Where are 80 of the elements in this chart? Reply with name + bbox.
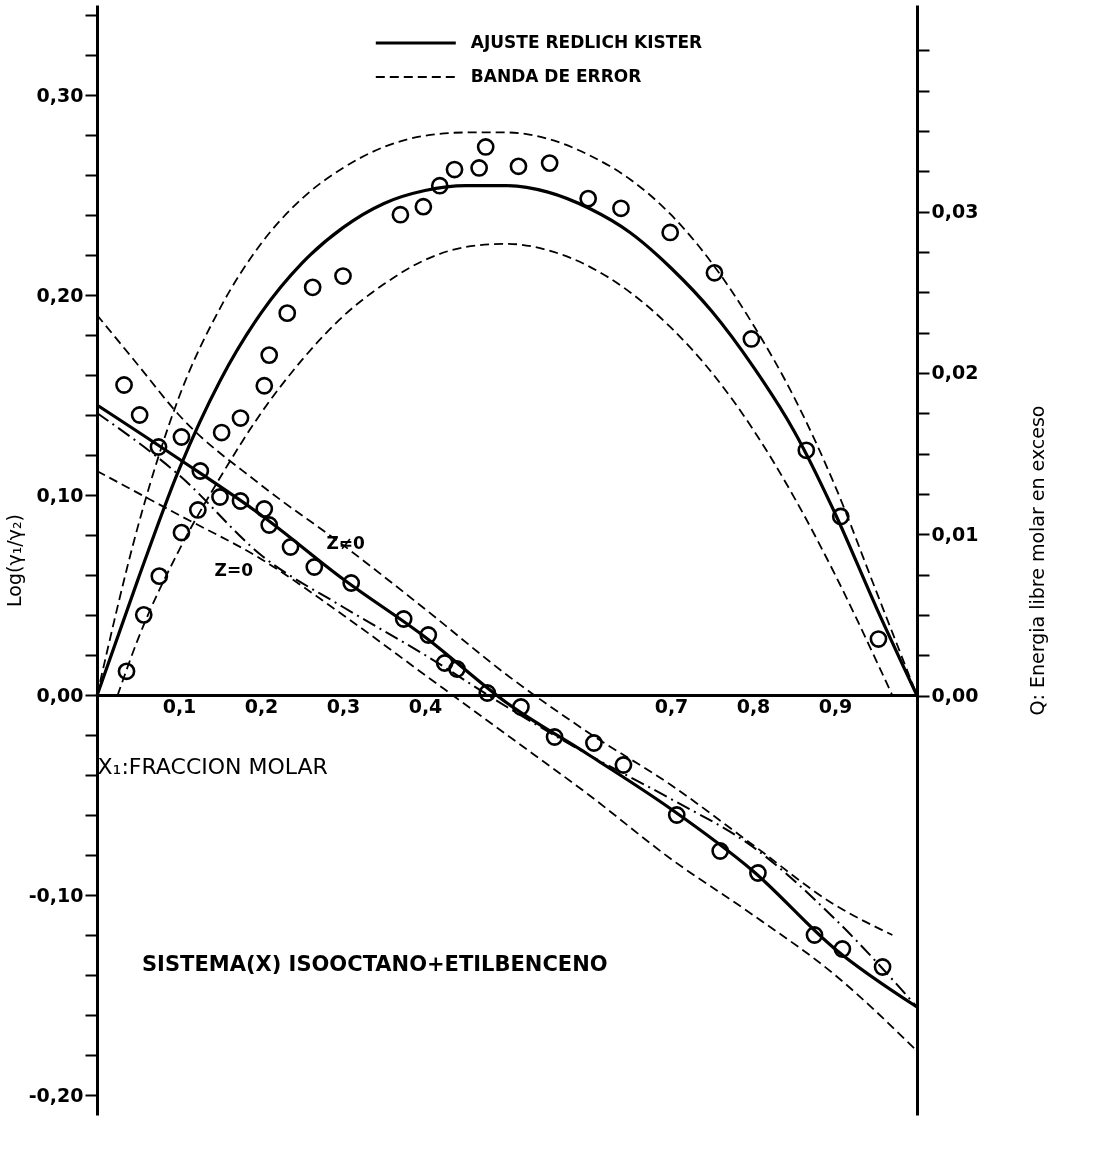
- point: [540, 154, 559, 172]
- text: SISTEMA(X) ISOOCTANO+ETILBENCENO: [142, 952, 608, 977]
- annotation: Z=0: [214, 560, 254, 580]
- y2-axis-title: Q: Energia libre molar en exceso: [1026, 405, 1049, 716]
- point: [149, 438, 168, 456]
- x-tick-label: 0,8: [736, 694, 771, 717]
- point: [130, 406, 149, 424]
- x-tick-label: 0,4: [408, 694, 443, 717]
- x-tick-label: 0,2: [244, 694, 279, 717]
- point: [667, 806, 686, 824]
- y-tick-label: 0,00: [36, 683, 84, 706]
- y-tick-label: -0,10: [28, 883, 84, 906]
- y2-tick-label: 0,03: [931, 200, 979, 223]
- point: [212, 423, 231, 442]
- point: [705, 263, 724, 282]
- point: [115, 376, 133, 394]
- point: [470, 159, 488, 177]
- point: [414, 197, 433, 216]
- x-tick-label: 0,7: [654, 694, 689, 717]
- point: [742, 330, 761, 348]
- point: [448, 660, 466, 678]
- point: [478, 684, 497, 702]
- y2-tick-label: 0,02: [931, 361, 979, 384]
- x-tick-label: 0,1: [162, 694, 197, 717]
- y-tick-label: 0,30: [36, 83, 84, 106]
- point: [255, 500, 274, 518]
- point: [612, 199, 630, 218]
- y-tick-label: 0,10: [36, 483, 84, 506]
- point: [342, 574, 361, 592]
- point: [391, 205, 410, 224]
- point: [797, 441, 816, 460]
- point: [334, 267, 352, 285]
- point: [394, 610, 413, 628]
- x-tick-label: 0,3: [326, 694, 361, 717]
- point: [231, 492, 250, 510]
- y2-tick-label: 0,00: [931, 684, 979, 707]
- y2-tick-label: 0,01: [931, 522, 979, 545]
- point: [281, 538, 300, 556]
- point: [512, 698, 530, 716]
- point: [260, 346, 279, 364]
- point: [509, 157, 528, 176]
- x-axis-title: X₁:FRACCION MOLAR: [97, 753, 328, 779]
- point: [172, 523, 191, 542]
- point: [305, 558, 324, 576]
- point: [172, 428, 191, 446]
- point: [445, 160, 464, 179]
- point: [188, 501, 207, 519]
- point: [749, 864, 767, 882]
- point: [476, 138, 495, 156]
- point: [661, 223, 680, 242]
- point: [303, 278, 322, 297]
- point: [117, 662, 136, 681]
- point: [150, 567, 169, 585]
- point: [585, 734, 603, 752]
- legend-label: BANDA DE ERROR: [470, 66, 642, 86]
- point: [278, 304, 297, 323]
- y-tick-label: -0,20: [28, 1083, 84, 1106]
- point: [711, 842, 730, 860]
- point: [831, 507, 850, 526]
- point: [833, 940, 852, 958]
- annotation: Z≠0: [326, 533, 365, 553]
- point: [545, 728, 564, 746]
- point: [430, 176, 449, 195]
- point: [805, 926, 824, 944]
- legend-label: AJUSTE REDLICH KISTER: [470, 32, 703, 52]
- point: [134, 605, 153, 624]
- y-axis-title: Log(γ₁/γ₂): [2, 514, 25, 607]
- y-tick-label: 0,20: [36, 283, 84, 306]
- point: [869, 630, 888, 648]
- point: [873, 958, 892, 976]
- point: [260, 516, 279, 534]
- point: [211, 488, 229, 506]
- point: [419, 626, 438, 644]
- point: [614, 756, 633, 774]
- x-tick-label: 0,9: [818, 694, 853, 717]
- point: [435, 654, 454, 672]
- point: [579, 189, 598, 208]
- point: [231, 409, 250, 427]
- point: [191, 462, 210, 480]
- point: [255, 376, 274, 395]
